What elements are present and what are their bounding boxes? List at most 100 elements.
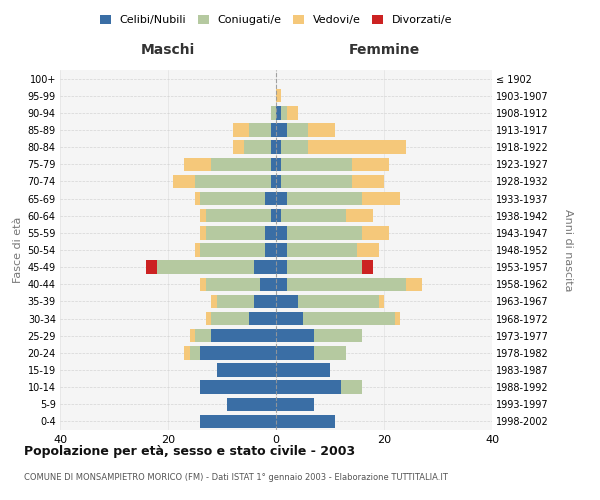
Bar <box>271 158 276 171</box>
Bar <box>276 158 281 171</box>
Bar <box>233 140 244 154</box>
Bar <box>249 312 276 326</box>
Bar <box>308 124 335 136</box>
Y-axis label: Anni di nascita: Anni di nascita <box>563 209 573 291</box>
Bar <box>195 329 211 342</box>
Bar <box>276 140 281 154</box>
Bar <box>265 244 276 256</box>
Bar <box>352 174 384 188</box>
Bar <box>200 380 276 394</box>
Bar <box>211 158 271 171</box>
Bar <box>195 244 200 256</box>
Bar <box>287 278 406 291</box>
Bar <box>244 140 271 154</box>
Bar <box>211 312 249 326</box>
Bar <box>362 226 389 239</box>
Bar <box>184 158 211 171</box>
Bar <box>146 260 157 274</box>
Text: Popolazione per età, sesso e stato civile - 2003: Popolazione per età, sesso e stato civil… <box>24 445 355 458</box>
Bar <box>379 294 384 308</box>
Bar <box>352 158 389 171</box>
Bar <box>276 106 281 120</box>
Bar <box>357 244 379 256</box>
Bar <box>195 174 271 188</box>
Bar <box>227 398 276 411</box>
Bar <box>206 209 271 222</box>
Bar <box>303 312 395 326</box>
Bar <box>211 294 217 308</box>
Bar <box>341 380 362 394</box>
Bar <box>173 174 195 188</box>
Bar <box>271 174 276 188</box>
Bar <box>200 346 276 360</box>
Text: Femmine: Femmine <box>349 44 419 58</box>
Bar <box>200 226 206 239</box>
Bar <box>217 294 254 308</box>
Bar <box>265 192 276 205</box>
Bar <box>217 364 276 376</box>
Bar <box>206 312 211 326</box>
Bar <box>276 346 314 360</box>
Bar <box>281 140 308 154</box>
Bar <box>200 414 276 428</box>
Bar <box>362 260 373 274</box>
Bar <box>271 106 276 120</box>
Bar <box>249 124 271 136</box>
Bar <box>281 106 287 120</box>
Bar <box>276 124 287 136</box>
Bar <box>211 329 276 342</box>
Bar <box>184 346 190 360</box>
Bar <box>276 89 281 102</box>
Legend: Celibi/Nubili, Coniugati/e, Vedovi/e, Divorzati/e: Celibi/Nubili, Coniugati/e, Vedovi/e, Di… <box>95 10 457 30</box>
Bar <box>276 294 298 308</box>
Bar <box>254 260 276 274</box>
Bar <box>346 209 373 222</box>
Bar <box>200 192 265 205</box>
Bar <box>281 209 346 222</box>
Bar <box>200 278 206 291</box>
Bar <box>190 329 195 342</box>
Bar <box>287 226 362 239</box>
Bar <box>276 209 281 222</box>
Bar <box>276 329 314 342</box>
Bar <box>287 124 308 136</box>
Bar <box>190 346 200 360</box>
Bar <box>298 294 379 308</box>
Bar <box>206 226 265 239</box>
Y-axis label: Fasce di età: Fasce di età <box>13 217 23 283</box>
Bar <box>287 106 298 120</box>
Bar <box>271 140 276 154</box>
Bar <box>276 398 314 411</box>
Bar <box>314 329 362 342</box>
Bar <box>314 346 346 360</box>
Bar <box>200 244 265 256</box>
Bar <box>276 174 281 188</box>
Bar <box>206 278 260 291</box>
Bar <box>406 278 422 291</box>
Bar <box>281 174 352 188</box>
Bar <box>276 312 303 326</box>
Bar <box>233 124 249 136</box>
Bar <box>157 260 254 274</box>
Bar <box>308 140 406 154</box>
Bar <box>200 209 206 222</box>
Bar <box>276 414 335 428</box>
Bar <box>281 158 352 171</box>
Bar <box>395 312 400 326</box>
Bar <box>276 244 287 256</box>
Bar <box>276 364 330 376</box>
Bar <box>287 192 362 205</box>
Bar <box>287 244 357 256</box>
Bar <box>195 192 200 205</box>
Bar <box>276 226 287 239</box>
Bar <box>287 260 362 274</box>
Bar <box>254 294 276 308</box>
Bar <box>276 380 341 394</box>
Bar <box>276 278 287 291</box>
Bar <box>276 192 287 205</box>
Bar <box>362 192 400 205</box>
Bar <box>276 260 287 274</box>
Text: Maschi: Maschi <box>141 44 195 58</box>
Text: COMUNE DI MONSAMPIETRO MORICO (FM) - Dati ISTAT 1° gennaio 2003 - Elaborazione T: COMUNE DI MONSAMPIETRO MORICO (FM) - Dat… <box>24 473 448 482</box>
Bar <box>271 209 276 222</box>
